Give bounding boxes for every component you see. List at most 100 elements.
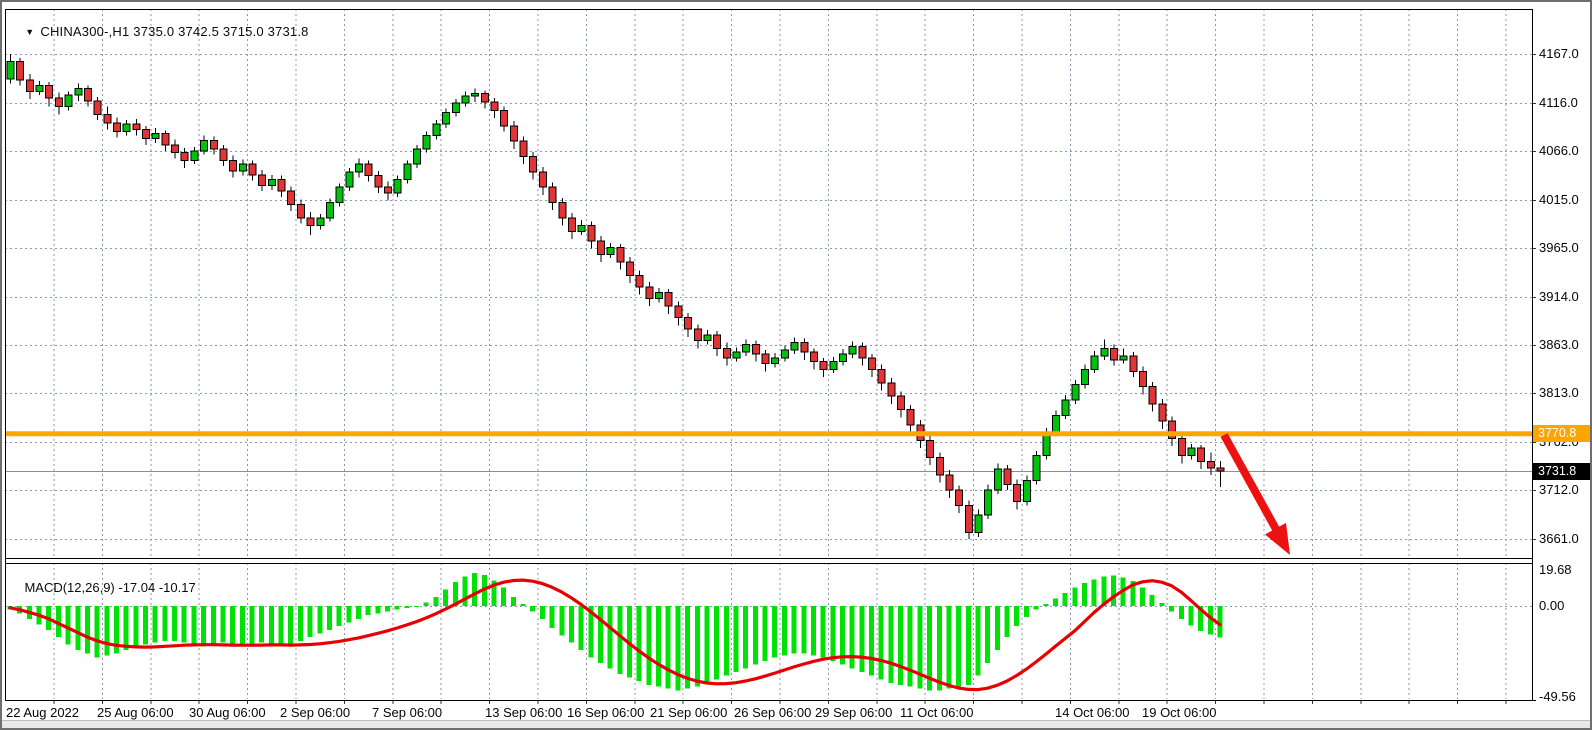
candle-bullish[interactable]	[122, 123, 131, 133]
candle-bearish[interactable]	[558, 202, 567, 219]
candle-bearish[interactable]	[490, 101, 499, 112]
candle-bearish[interactable]	[548, 186, 557, 204]
candle-bearish[interactable]	[103, 113, 112, 124]
horizontal-line-price-badge[interactable]: 3770.8	[1533, 425, 1590, 443]
candle-bearish[interactable]	[171, 144, 180, 154]
candle-bearish[interactable]	[674, 305, 683, 319]
candle-bearish[interactable]	[16, 61, 25, 81]
candle-bullish[interactable]	[413, 148, 422, 165]
candle-bullish[interactable]	[984, 489, 993, 516]
candle-bullish[interactable]	[1100, 347, 1109, 357]
candle-bullish[interactable]	[74, 88, 83, 96]
candle-bearish[interactable]	[83, 88, 92, 102]
trend-arrow-head[interactable]	[1265, 522, 1290, 555]
candle-bearish[interactable]	[877, 368, 886, 384]
candle-bearish[interactable]	[684, 317, 693, 330]
candle-bearish[interactable]	[219, 148, 228, 161]
candle-bearish[interactable]	[519, 140, 528, 158]
candle-bearish[interactable]	[384, 186, 393, 194]
candle-bullish[interactable]	[345, 171, 354, 188]
candle-bearish[interactable]	[751, 343, 760, 355]
candle-bearish[interactable]	[142, 129, 151, 139]
candle-bearish[interactable]	[161, 133, 170, 146]
candle-bearish[interactable]	[945, 474, 954, 491]
candle-bearish[interactable]	[45, 85, 54, 99]
candle-bullish[interactable]	[606, 247, 615, 255]
chevron-down-icon[interactable]: ▼	[25, 27, 35, 37]
candle-bearish[interactable]	[480, 92, 489, 103]
candle-bullish[interactable]	[432, 123, 441, 136]
candle-bearish[interactable]	[819, 361, 828, 370]
candle-bullish[interactable]	[190, 150, 199, 161]
candle-bearish[interactable]	[1168, 420, 1177, 439]
candle-bullish[interactable]	[1032, 455, 1041, 482]
candle-bearish[interactable]	[1216, 467, 1225, 472]
candle-bearish[interactable]	[1129, 355, 1138, 372]
candle-bearish[interactable]	[635, 274, 644, 288]
candle-bearish[interactable]	[1206, 460, 1215, 469]
candle-bearish[interactable]	[800, 342, 809, 353]
candle-bearish[interactable]	[1177, 437, 1186, 457]
candle-bullish[interactable]	[35, 85, 44, 92]
candle-bearish[interactable]	[209, 139, 218, 150]
candle-bearish[interactable]	[296, 203, 305, 219]
candle-bearish[interactable]	[596, 240, 605, 255]
candle-bullish[interactable]	[471, 92, 480, 97]
candle-bearish[interactable]	[374, 175, 383, 188]
candle-bearish[interactable]	[626, 261, 635, 276]
candle-bearish[interactable]	[616, 247, 625, 263]
candle-bullish[interactable]	[316, 217, 325, 227]
candle-bearish[interactable]	[54, 97, 63, 108]
candle-bearish[interactable]	[229, 159, 238, 172]
candle-bearish[interactable]	[897, 395, 906, 411]
candle-bearish[interactable]	[858, 345, 867, 359]
candle-bullish[interactable]	[577, 225, 586, 232]
candle-bearish[interactable]	[713, 334, 722, 349]
candle-bullish[interactable]	[1090, 355, 1099, 370]
candle-bearish[interactable]	[1197, 447, 1206, 462]
candle-bullish[interactable]	[703, 334, 712, 342]
candle-bearish[interactable]	[926, 439, 935, 459]
candle-bullish[interactable]	[1187, 447, 1196, 457]
candle-bearish[interactable]	[306, 217, 315, 227]
candle-bullish[interactable]	[238, 163, 247, 172]
candle-bullish[interactable]	[655, 292, 664, 299]
candle-bearish[interactable]	[1139, 370, 1148, 388]
candle-bullish[interactable]	[451, 102, 460, 113]
candle-bearish[interactable]	[645, 286, 654, 299]
candle-bearish[interactable]	[538, 171, 547, 188]
candle-bullish[interactable]	[1022, 480, 1031, 503]
candle-bearish[interactable]	[868, 357, 877, 370]
candle-bearish[interactable]	[258, 174, 267, 186]
candle-bullish[interactable]	[393, 179, 402, 194]
candle-bullish[interactable]	[64, 94, 73, 108]
candle-bullish[interactable]	[403, 163, 412, 181]
candle-bearish[interactable]	[500, 110, 509, 127]
candle-bullish[interactable]	[461, 95, 470, 104]
candle-bearish[interactable]	[1148, 386, 1157, 405]
candle-bullish[interactable]	[1071, 384, 1080, 401]
candle-bullish[interactable]	[200, 139, 209, 152]
candle-bearish[interactable]	[25, 79, 34, 92]
candle-bearish[interactable]	[509, 125, 518, 142]
candle-bearish[interactable]	[906, 409, 915, 426]
candle-bearish[interactable]	[112, 122, 121, 133]
candle-bearish[interactable]	[664, 292, 673, 307]
candle-bearish[interactable]	[587, 225, 596, 242]
candle-bullish[interactable]	[325, 202, 334, 219]
candle-bearish[interactable]	[567, 217, 576, 232]
candle-bearish[interactable]	[761, 353, 770, 365]
candle-bearish[interactable]	[1013, 483, 1022, 503]
candle-bullish[interactable]	[6, 61, 15, 80]
candle-bearish[interactable]	[964, 504, 973, 533]
candle-bullish[interactable]	[732, 351, 741, 359]
candle-bullish[interactable]	[267, 179, 276, 186]
candle-bullish[interactable]	[993, 468, 1002, 491]
candle-bearish[interactable]	[132, 123, 141, 131]
candle-bearish[interactable]	[722, 347, 731, 359]
candle-bullish[interactable]	[790, 342, 799, 351]
candle-bearish[interactable]	[887, 382, 896, 397]
candle-bullish[interactable]	[335, 186, 344, 204]
candle-bullish[interactable]	[838, 353, 847, 363]
candle-bullish[interactable]	[442, 111, 451, 125]
